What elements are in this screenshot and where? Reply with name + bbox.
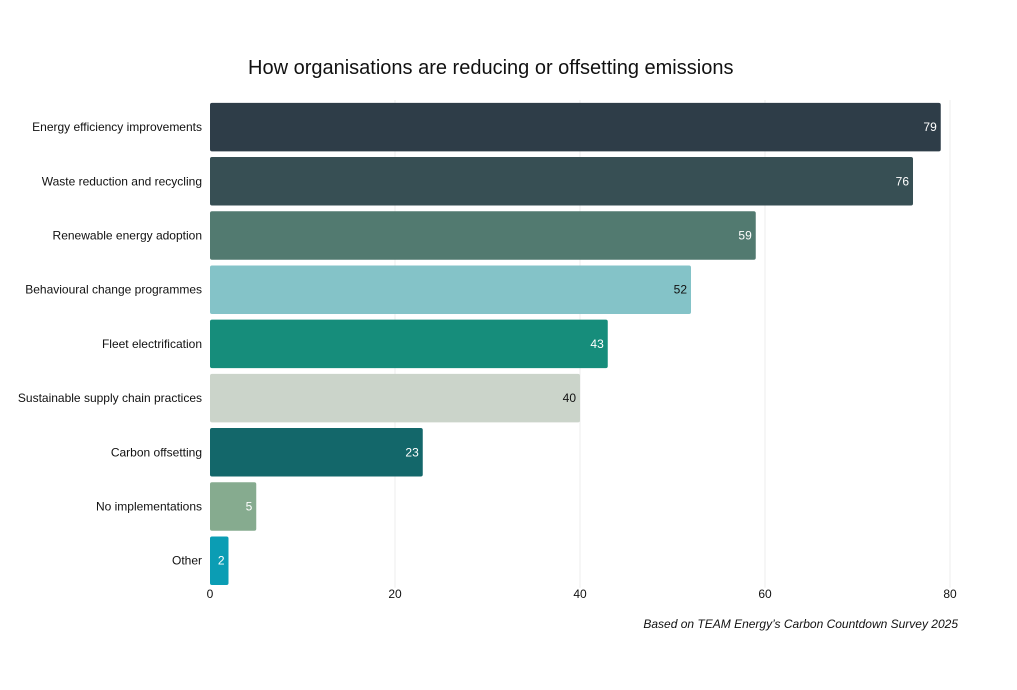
x-tick-label-60: 60 bbox=[758, 587, 772, 601]
bar-other bbox=[210, 536, 229, 585]
bar-no-implementations bbox=[210, 482, 257, 531]
category-label-waste-reduction-and-recycling: Waste reduction and recycling bbox=[42, 174, 202, 188]
x-tick-label-0: 0 bbox=[207, 587, 214, 601]
category-label-energy-efficiency-improvements: Energy efficiency improvements bbox=[32, 120, 202, 134]
bar-energy-efficiency-improvements bbox=[210, 102, 941, 152]
bar-sustainable-supply-chain-practices bbox=[210, 373, 580, 423]
category-labels: Energy efficiency improvements Waste redu… bbox=[18, 120, 202, 568]
chart-title: How organisations are reducing or offset… bbox=[248, 57, 733, 79]
value-label-other: 2 bbox=[218, 554, 225, 568]
category-label-sustainable-supply-chain-practices: Sustainable supply chain practices bbox=[18, 391, 202, 405]
category-label-no-implementations: No implementations bbox=[96, 500, 202, 514]
x-tick-label-40: 40 bbox=[573, 587, 587, 601]
value-label-energy-efficiency-improvements: 79 bbox=[923, 120, 937, 134]
category-label-fleet-electrification: Fleet electrification bbox=[102, 337, 202, 351]
value-label-renewable-energy-adoption: 59 bbox=[738, 229, 752, 243]
bar-waste-reduction-and-recycling bbox=[210, 157, 913, 206]
category-label-carbon-offsetting: Carbon offsetting bbox=[111, 445, 202, 459]
value-label-sustainable-supply-chain-practices: 40 bbox=[563, 391, 577, 405]
x-axis-tick-labels: 0 20 40 60 80 bbox=[207, 587, 957, 601]
x-tick-label-20: 20 bbox=[388, 587, 402, 601]
x-tick-label-80: 80 bbox=[943, 587, 957, 601]
source-note: Based on TEAM Energy’s Carbon Countdown … bbox=[643, 617, 958, 631]
value-label-fleet-electrification: 43 bbox=[590, 337, 604, 351]
bars bbox=[210, 102, 941, 585]
bar-renewable-energy-adoption bbox=[210, 211, 756, 260]
category-label-behavioural-change-programmes: Behavioural change programmes bbox=[25, 283, 202, 297]
bar-fleet-electrification bbox=[210, 319, 608, 369]
bar-behavioural-change-programmes bbox=[210, 265, 691, 314]
value-label-behavioural-change-programmes: 52 bbox=[674, 283, 688, 297]
value-label-carbon-offsetting: 23 bbox=[405, 445, 419, 459]
value-label-waste-reduction-and-recycling: 76 bbox=[896, 174, 910, 188]
category-label-other: Other bbox=[172, 554, 202, 568]
category-label-renewable-energy-adoption: Renewable energy adoption bbox=[53, 229, 202, 243]
value-label-no-implementations: 5 bbox=[246, 500, 253, 514]
bar-carbon-offsetting bbox=[210, 428, 423, 477]
